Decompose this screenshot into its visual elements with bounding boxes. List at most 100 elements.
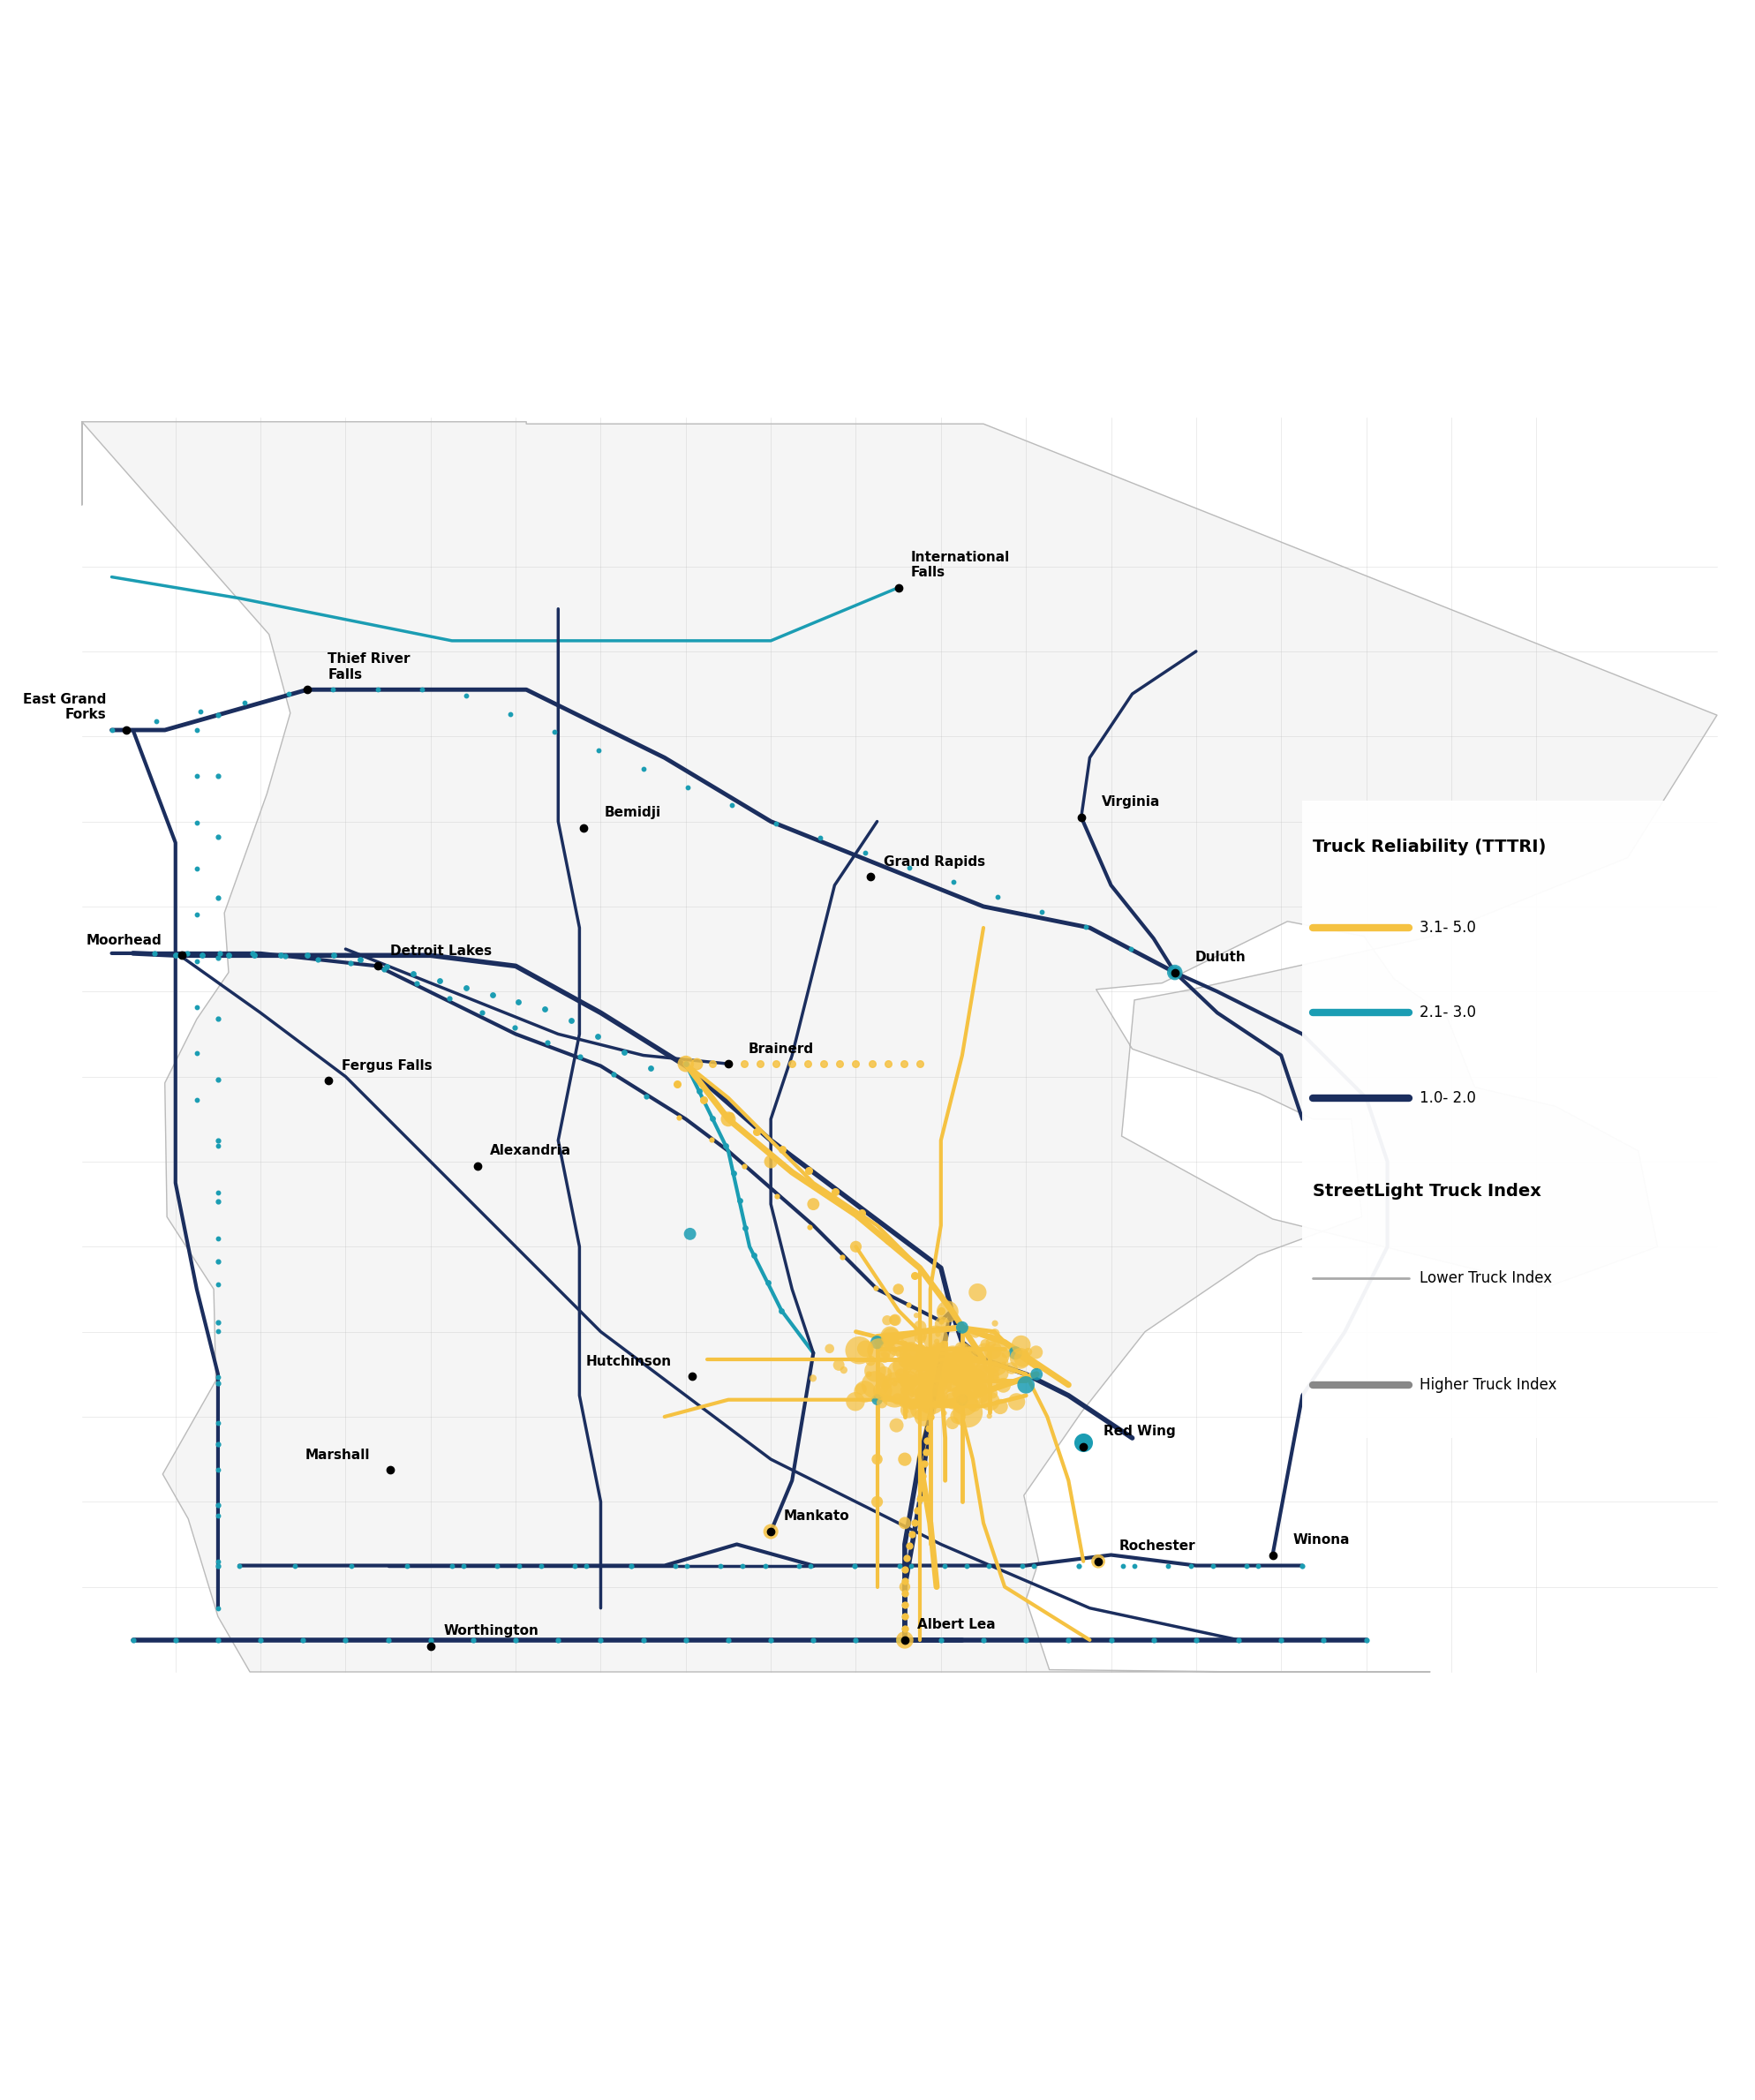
Point bbox=[1309, 1623, 1337, 1657]
Point bbox=[893, 1287, 921, 1321]
Point bbox=[897, 1550, 925, 1583]
Point bbox=[204, 699, 232, 733]
Point bbox=[992, 1338, 1020, 1371]
Text: Truck Reliability (TTTRI): Truck Reliability (TTTRI) bbox=[1313, 838, 1546, 855]
Point bbox=[763, 1180, 792, 1214]
Point bbox=[142, 704, 170, 737]
Point bbox=[795, 1210, 823, 1243]
Point bbox=[930, 1327, 958, 1361]
Point bbox=[453, 678, 481, 712]
Point bbox=[1160, 956, 1188, 989]
Point bbox=[925, 1340, 953, 1373]
Point bbox=[978, 1325, 1006, 1359]
Point bbox=[906, 1483, 934, 1516]
Point bbox=[848, 1371, 876, 1405]
Point bbox=[863, 1443, 892, 1476]
Point bbox=[967, 1315, 995, 1348]
Point bbox=[435, 981, 463, 1014]
Point bbox=[925, 1348, 953, 1382]
Point bbox=[204, 1453, 232, 1487]
Point bbox=[937, 1382, 965, 1415]
Point bbox=[204, 1124, 232, 1157]
Point bbox=[239, 937, 267, 970]
Point bbox=[892, 1394, 920, 1428]
Point bbox=[990, 1369, 1018, 1403]
Point bbox=[725, 1184, 753, 1218]
Point bbox=[663, 1067, 691, 1100]
Point bbox=[1288, 1550, 1316, 1583]
Point bbox=[637, 1052, 665, 1086]
Point bbox=[720, 1157, 748, 1191]
Point bbox=[797, 1550, 825, 1583]
Point bbox=[188, 939, 216, 972]
Point bbox=[698, 1048, 727, 1082]
Point bbox=[872, 1304, 900, 1338]
Point bbox=[793, 1048, 821, 1082]
Point bbox=[841, 1550, 869, 1583]
Point bbox=[923, 1331, 951, 1365]
Point bbox=[902, 1361, 930, 1394]
Point bbox=[893, 1365, 921, 1399]
Point bbox=[890, 1348, 918, 1382]
Point bbox=[914, 1334, 942, 1367]
Point bbox=[799, 1186, 827, 1220]
Point bbox=[460, 1623, 488, 1657]
Point bbox=[742, 1115, 770, 1149]
Point bbox=[883, 1329, 911, 1363]
Point bbox=[806, 821, 834, 855]
Point bbox=[881, 1376, 909, 1409]
Point bbox=[906, 1310, 934, 1344]
Point bbox=[1072, 909, 1100, 943]
Text: East Grand
Forks: East Grand Forks bbox=[23, 693, 105, 722]
Point bbox=[971, 1327, 999, 1361]
Point bbox=[497, 697, 525, 731]
Point bbox=[902, 1298, 930, 1331]
Point bbox=[1021, 1336, 1049, 1369]
Point bbox=[913, 1363, 941, 1396]
Point bbox=[534, 1025, 562, 1058]
Point bbox=[204, 1623, 232, 1657]
Point bbox=[939, 1342, 967, 1376]
Point bbox=[407, 672, 435, 706]
Text: Virginia: Virginia bbox=[1102, 796, 1160, 808]
Point bbox=[784, 1550, 813, 1583]
Point bbox=[935, 1340, 963, 1373]
Point bbox=[855, 1357, 883, 1390]
Point bbox=[953, 1550, 981, 1583]
Point bbox=[1120, 1550, 1148, 1583]
Point bbox=[204, 1499, 232, 1533]
Point bbox=[183, 806, 211, 840]
Point bbox=[956, 1373, 985, 1407]
Point bbox=[913, 1392, 941, 1426]
Point bbox=[865, 1334, 893, 1367]
Point bbox=[204, 1245, 232, 1279]
Point bbox=[883, 1382, 911, 1415]
Point bbox=[1085, 1544, 1113, 1577]
Point bbox=[913, 1434, 941, 1468]
Point bbox=[928, 1380, 956, 1413]
Point bbox=[914, 1344, 942, 1378]
Point bbox=[746, 1048, 774, 1082]
Point bbox=[1288, 1550, 1316, 1583]
Point bbox=[483, 1550, 511, 1583]
Point bbox=[1055, 1623, 1083, 1657]
Text: Red Wing: Red Wing bbox=[1104, 1424, 1176, 1439]
Point bbox=[842, 1623, 870, 1657]
Point bbox=[990, 1348, 1018, 1382]
Point bbox=[967, 1378, 995, 1411]
Point bbox=[204, 1367, 232, 1401]
Point bbox=[913, 1346, 941, 1380]
Point bbox=[863, 1384, 892, 1418]
Point bbox=[204, 1063, 232, 1096]
Point bbox=[892, 1344, 920, 1378]
Text: 3.1- 5.0: 3.1- 5.0 bbox=[1420, 920, 1476, 937]
Point bbox=[897, 1382, 925, 1415]
Point bbox=[714, 1048, 742, 1082]
Point bbox=[907, 1342, 935, 1376]
Point bbox=[672, 1048, 700, 1082]
Point bbox=[893, 1350, 921, 1384]
Text: Albert Lea: Albert Lea bbox=[918, 1619, 995, 1632]
Point bbox=[934, 1363, 962, 1396]
Point bbox=[762, 806, 790, 840]
Point bbox=[1028, 895, 1057, 928]
